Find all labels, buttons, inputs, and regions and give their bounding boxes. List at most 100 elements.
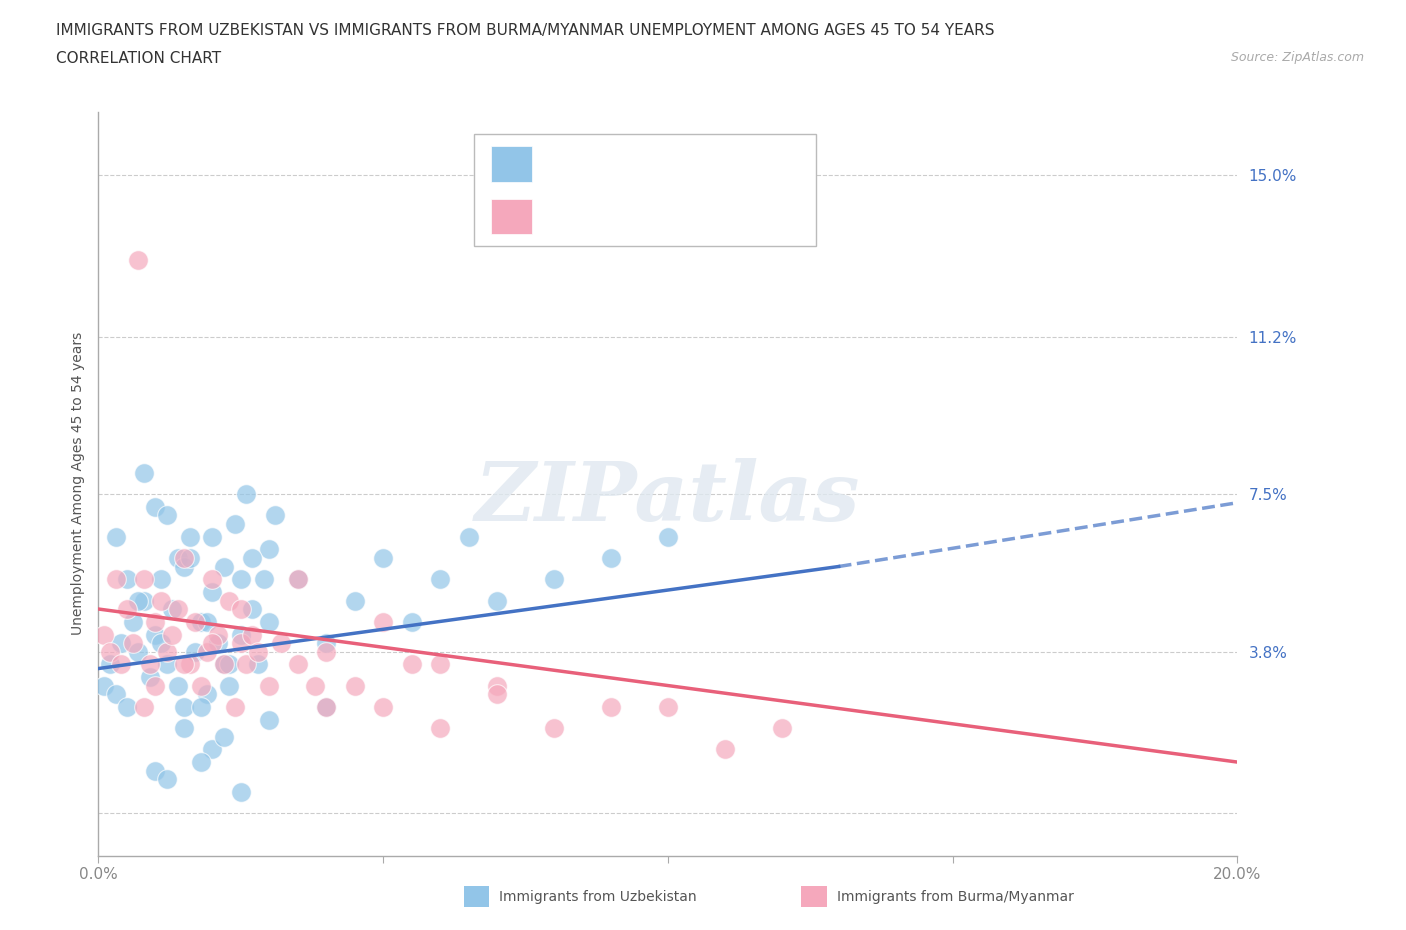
- Point: [657, 529, 679, 544]
- Point: [429, 657, 451, 671]
- Text: CORRELATION CHART: CORRELATION CHART: [56, 51, 221, 66]
- Point: [201, 585, 224, 600]
- Point: [240, 602, 263, 617]
- Point: [252, 572, 274, 587]
- Point: [315, 635, 337, 650]
- Point: [259, 712, 281, 727]
- Point: [110, 635, 132, 650]
- Point: [457, 529, 479, 544]
- Point: [259, 542, 281, 557]
- Point: [156, 644, 179, 659]
- Point: [287, 657, 309, 671]
- Point: [486, 593, 509, 608]
- Point: [264, 508, 287, 523]
- Text: Source: ZipAtlas.com: Source: ZipAtlas.com: [1230, 51, 1364, 64]
- Point: [184, 644, 207, 659]
- Point: [486, 686, 509, 701]
- Point: [98, 657, 121, 671]
- Point: [246, 657, 269, 671]
- Point: [132, 466, 155, 481]
- Point: [190, 754, 212, 769]
- Point: [184, 615, 207, 630]
- Y-axis label: Unemployment Among Ages 45 to 54 years: Unemployment Among Ages 45 to 54 years: [70, 332, 84, 635]
- Point: [240, 551, 263, 565]
- Point: [127, 253, 149, 268]
- Point: [657, 699, 679, 714]
- Point: [121, 635, 143, 650]
- Point: [179, 529, 201, 544]
- Point: [212, 657, 235, 671]
- Point: [132, 593, 155, 608]
- Point: [173, 551, 195, 565]
- Point: [401, 615, 423, 630]
- Point: [145, 499, 167, 514]
- Point: [156, 508, 179, 523]
- Point: [218, 593, 240, 608]
- Point: [190, 615, 212, 630]
- Point: [212, 657, 235, 671]
- Point: [259, 678, 281, 693]
- Point: [167, 602, 190, 617]
- Point: [190, 699, 212, 714]
- Point: [93, 627, 115, 642]
- Point: [207, 635, 229, 650]
- Point: [543, 572, 565, 587]
- Point: [224, 699, 246, 714]
- Point: [259, 615, 281, 630]
- Point: [229, 602, 252, 617]
- Point: [195, 615, 218, 630]
- Point: [150, 593, 173, 608]
- Point: [179, 551, 201, 565]
- Point: [373, 699, 395, 714]
- Point: [104, 686, 127, 701]
- Point: [304, 678, 326, 693]
- Point: [770, 721, 793, 736]
- Point: [429, 572, 451, 587]
- Point: [401, 657, 423, 671]
- Point: [287, 572, 309, 587]
- Text: Immigrants from Uzbekistan: Immigrants from Uzbekistan: [499, 889, 697, 904]
- Point: [229, 784, 252, 799]
- Point: [235, 657, 257, 671]
- Point: [486, 678, 509, 693]
- Point: [195, 686, 218, 701]
- Point: [229, 635, 252, 650]
- Point: [212, 559, 235, 574]
- Point: [98, 644, 121, 659]
- Point: [600, 551, 623, 565]
- Point: [218, 678, 240, 693]
- Point: [240, 627, 263, 642]
- Text: IMMIGRANTS FROM UZBEKISTAN VS IMMIGRANTS FROM BURMA/MYANMAR UNEMPLOYMENT AMONG A: IMMIGRANTS FROM UZBEKISTAN VS IMMIGRANTS…: [56, 23, 994, 38]
- Point: [127, 593, 149, 608]
- Point: [235, 486, 257, 501]
- Point: [373, 615, 395, 630]
- Point: [270, 635, 292, 650]
- Point: [173, 721, 195, 736]
- Point: [212, 729, 235, 744]
- Point: [201, 742, 224, 757]
- Point: [429, 721, 451, 736]
- Point: [229, 627, 252, 642]
- Point: [315, 699, 337, 714]
- Point: [156, 772, 179, 787]
- Point: [150, 572, 173, 587]
- Point: [714, 742, 737, 757]
- Point: [201, 635, 224, 650]
- Point: [132, 572, 155, 587]
- Point: [121, 615, 143, 630]
- Point: [115, 572, 138, 587]
- Point: [145, 764, 167, 778]
- Point: [343, 678, 366, 693]
- Point: [173, 559, 195, 574]
- Point: [104, 529, 127, 544]
- Point: [315, 699, 337, 714]
- Point: [195, 644, 218, 659]
- Point: [93, 678, 115, 693]
- Point: [246, 644, 269, 659]
- Point: [315, 644, 337, 659]
- Point: [173, 699, 195, 714]
- Point: [127, 644, 149, 659]
- Point: [229, 572, 252, 587]
- Text: Immigrants from Burma/Myanmar: Immigrants from Burma/Myanmar: [837, 889, 1073, 904]
- Point: [138, 670, 160, 684]
